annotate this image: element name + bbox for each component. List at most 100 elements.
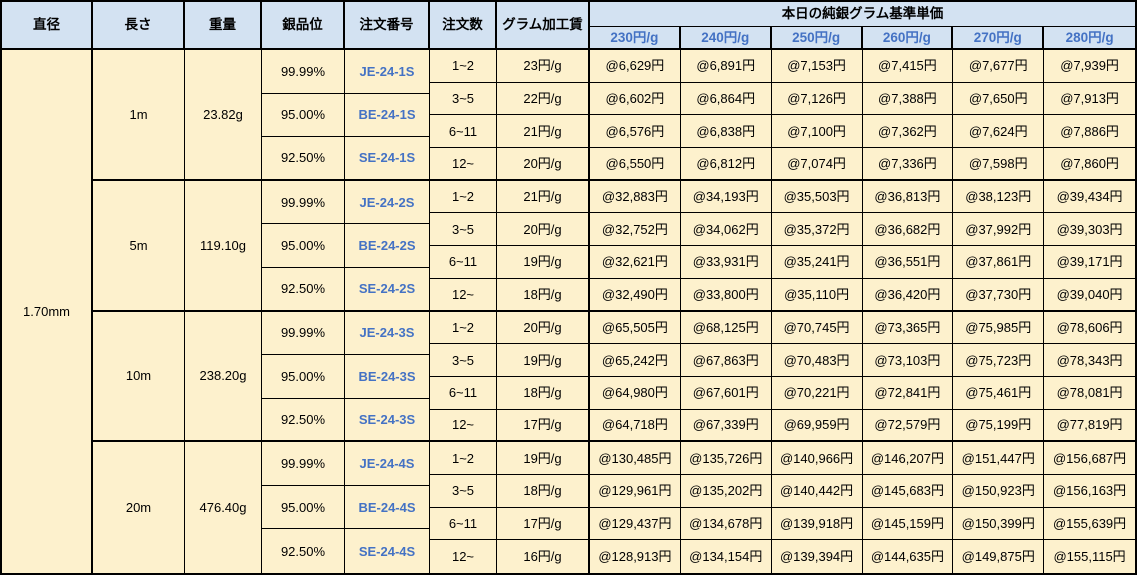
col-header-weight: 重量 [185, 2, 262, 50]
price-cell: @135,202円 [680, 474, 772, 508]
price-cell: @7,362円 [862, 115, 954, 149]
price-cell: @69,959円 [771, 409, 863, 443]
price-cell: @7,598円 [953, 148, 1045, 181]
price-cell: @129,961円 [590, 474, 681, 508]
order-qty-cell: 3~5 [430, 344, 497, 377]
price-cell: @35,241円 [771, 246, 863, 279]
purity-cell: 95.00% [262, 224, 345, 268]
price-cell: @64,980円 [590, 376, 681, 410]
price-cell: @37,730円 [953, 278, 1045, 312]
price-cell: @7,126円 [771, 82, 863, 116]
price-cell: @32,752円 [590, 213, 681, 247]
col-header-price-1: 230円/g [590, 27, 681, 50]
col-header-diameter: 直径 [2, 2, 93, 50]
order-number-link[interactable]: JE-24-4S [345, 442, 430, 486]
order-number-link[interactable]: JE-24-2S [345, 180, 430, 225]
gram-fee-cell: 23円/g [497, 50, 590, 83]
price-banner-header: 本日の純銀グラム基準単価 [590, 2, 1135, 27]
gram-fee-cell: 16円/g [497, 540, 590, 573]
col-header-price-5: 270円/g [953, 27, 1045, 50]
price-cell: @39,171円 [1044, 246, 1135, 279]
length-cell: 20m [93, 442, 185, 573]
order-qty-cell: 12~ [430, 409, 497, 443]
price-cell: @129,437円 [590, 507, 681, 541]
purity-cell: 92.50% [262, 267, 345, 312]
order-number-link[interactable]: BE-24-3S [345, 355, 430, 399]
price-cell: @135,726円 [680, 442, 772, 475]
price-cell: @7,388円 [862, 82, 954, 116]
price-cell: @140,442円 [771, 474, 863, 508]
price-cell: @64,718円 [590, 409, 681, 443]
gram-fee-cell: 21円/g [497, 180, 590, 214]
price-cell: @6,576円 [590, 115, 681, 149]
gram-fee-cell: 18円/g [497, 376, 590, 410]
order-number-link[interactable]: BE-24-1S [345, 93, 430, 138]
price-cell: @6,602円 [590, 82, 681, 116]
price-cell: @36,551円 [862, 246, 954, 279]
price-cell: @72,841円 [862, 376, 954, 410]
price-cell: @150,399円 [953, 507, 1045, 541]
price-cell: @32,883円 [590, 180, 681, 214]
purity-cell: 99.99% [262, 311, 345, 356]
price-cell: @35,372円 [771, 213, 863, 247]
order-qty-cell: 12~ [430, 148, 497, 181]
order-number-link[interactable]: SE-24-4S [345, 529, 430, 573]
order-qty-cell: 6~11 [430, 115, 497, 149]
price-cell: @6,864円 [680, 82, 772, 116]
purity-cell: 92.50% [262, 529, 345, 573]
gram-fee-cell: 21円/g [497, 115, 590, 149]
price-cell: @7,886円 [1044, 115, 1135, 149]
order-qty-cell: 6~11 [430, 376, 497, 410]
order-qty-cell: 3~5 [430, 213, 497, 247]
price-cell: @39,040円 [1044, 278, 1135, 312]
weight-cell: 238.20g [185, 311, 262, 443]
order-number-link[interactable]: JE-24-3S [345, 311, 430, 356]
order-qty-cell: 1~2 [430, 311, 497, 345]
col-header-length: 長さ [93, 2, 185, 50]
price-cell: @156,687円 [1044, 442, 1135, 475]
price-cell: @72,579円 [862, 409, 954, 443]
price-cell: @75,985円 [953, 311, 1045, 345]
price-cell: @145,683円 [862, 474, 954, 508]
order-number-link[interactable]: SE-24-3S [345, 398, 430, 443]
purity-cell: 95.00% [262, 355, 345, 399]
price-cell: @75,461円 [953, 376, 1045, 410]
order-qty-cell: 1~2 [430, 180, 497, 214]
price-cell: @78,606円 [1044, 311, 1135, 345]
order-number-link[interactable]: BE-24-2S [345, 224, 430, 268]
col-header-purity: 銀品位 [262, 2, 345, 50]
price-cell: @37,861円 [953, 246, 1045, 279]
purity-cell: 99.99% [262, 50, 345, 94]
gram-fee-cell: 17円/g [497, 409, 590, 443]
price-cell: @36,420円 [862, 278, 954, 312]
order-qty-cell: 6~11 [430, 246, 497, 279]
order-qty-cell: 6~11 [430, 507, 497, 541]
price-cell: @7,677円 [953, 50, 1045, 83]
price-cell: @36,813円 [862, 180, 954, 214]
price-cell: @7,074円 [771, 148, 863, 181]
col-header-price-3: 250円/g [771, 27, 863, 50]
price-cell: @7,860円 [1044, 148, 1135, 181]
price-cell: @33,800円 [680, 278, 772, 312]
price-cell: @145,159円 [862, 507, 954, 541]
order-number-link[interactable]: BE-24-4S [345, 485, 430, 530]
price-cell: @78,081円 [1044, 376, 1135, 410]
price-cell: @67,863円 [680, 344, 772, 377]
price-cell: @65,242円 [590, 344, 681, 377]
gram-fee-cell: 19円/g [497, 344, 590, 377]
price-cell: @7,650円 [953, 82, 1045, 116]
order-number-link[interactable]: JE-24-1S [345, 50, 430, 94]
price-cell: @35,110円 [771, 278, 863, 312]
col-header-price-4: 260円/g [862, 27, 954, 50]
price-cell: @78,343円 [1044, 344, 1135, 377]
order-qty-cell: 1~2 [430, 50, 497, 83]
price-cell: @34,193円 [680, 180, 772, 214]
order-number-link[interactable]: SE-24-2S [345, 267, 430, 312]
length-cell: 1m [93, 50, 185, 181]
gram-fee-cell: 20円/g [497, 148, 590, 181]
price-cell: @70,483円 [771, 344, 863, 377]
price-cell: @7,336円 [862, 148, 954, 181]
price-cell: @35,503円 [771, 180, 863, 214]
order-number-link[interactable]: SE-24-1S [345, 137, 430, 181]
